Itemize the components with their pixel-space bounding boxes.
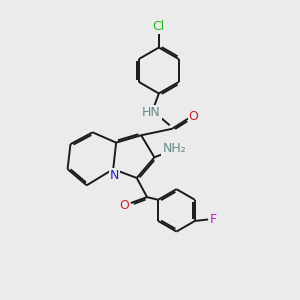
Text: F: F <box>210 213 217 226</box>
Text: O: O <box>189 110 199 123</box>
Text: NH₂: NH₂ <box>162 142 186 155</box>
Text: O: O <box>119 199 129 212</box>
Text: N: N <box>110 169 119 182</box>
Text: HN: HN <box>142 106 161 119</box>
Text: Cl: Cl <box>153 20 165 33</box>
